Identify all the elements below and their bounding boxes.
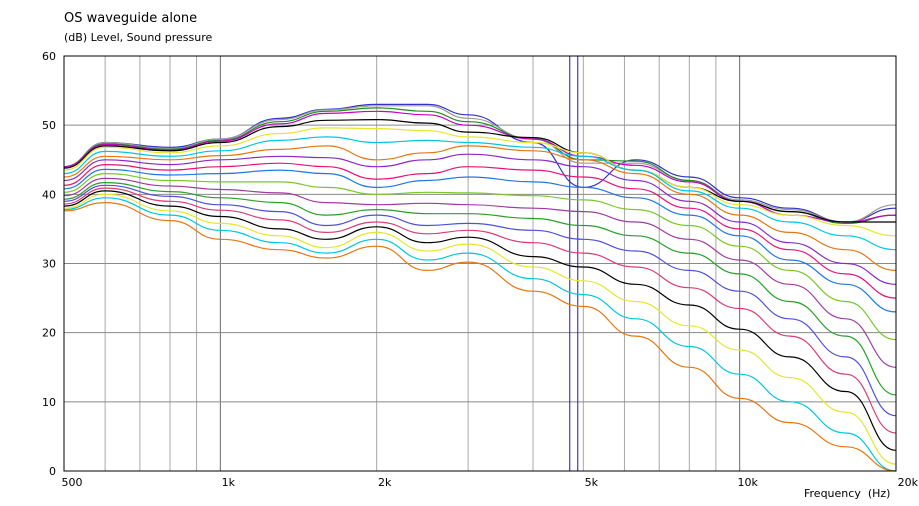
series-line-10: [63, 162, 897, 299]
series-line-9: [63, 153, 897, 285]
series-line-13: [63, 177, 897, 368]
x-tick-label: 1k: [222, 476, 236, 489]
x-tick-label: 500: [62, 476, 83, 489]
chart-title: OS waveguide alone: [64, 11, 198, 26]
series-line-6: [63, 127, 897, 237]
series-line-19: [63, 197, 897, 472]
y-axis-label: (dB) Level, Sound pressure: [64, 31, 213, 44]
y-tick-label: 60: [42, 50, 56, 63]
series-line-14: [63, 181, 897, 396]
series-line-20: [63, 201, 897, 472]
series-line-12: [63, 172, 897, 341]
x-tick-label: 2k: [378, 476, 392, 489]
series-line-17: [63, 190, 897, 451]
plot-frame: [63, 55, 897, 472]
y-tick-label: 40: [42, 188, 56, 201]
y-tick-label: 50: [42, 119, 56, 132]
y-tick-label: 0: [49, 465, 56, 478]
series-line-5: [63, 118, 896, 223]
series-line-18: [63, 193, 897, 465]
series-line-16: [63, 187, 897, 434]
y-tick-label: 10: [42, 396, 56, 409]
y-tick-label: 30: [42, 258, 56, 271]
x-tick-label: 20k: [898, 476, 919, 489]
x-tick-label: 5k: [585, 476, 599, 489]
x-axis-label: Frequency (Hz): [804, 487, 891, 500]
x-tick-label: 10k: [737, 476, 758, 489]
series-line-7: [63, 136, 897, 251]
series-line-8: [63, 145, 897, 271]
series-line-15: [63, 184, 897, 417]
series-line-2: [63, 105, 897, 223]
series-line-11: [63, 168, 897, 313]
y-tick-label: 20: [42, 327, 56, 340]
